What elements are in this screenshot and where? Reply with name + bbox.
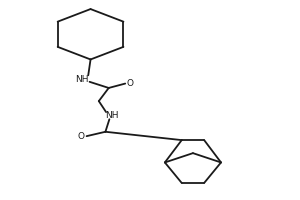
Text: NH: NH — [76, 75, 89, 84]
Text: O: O — [127, 79, 134, 88]
Text: NH: NH — [105, 111, 119, 120]
Text: O: O — [77, 132, 84, 141]
